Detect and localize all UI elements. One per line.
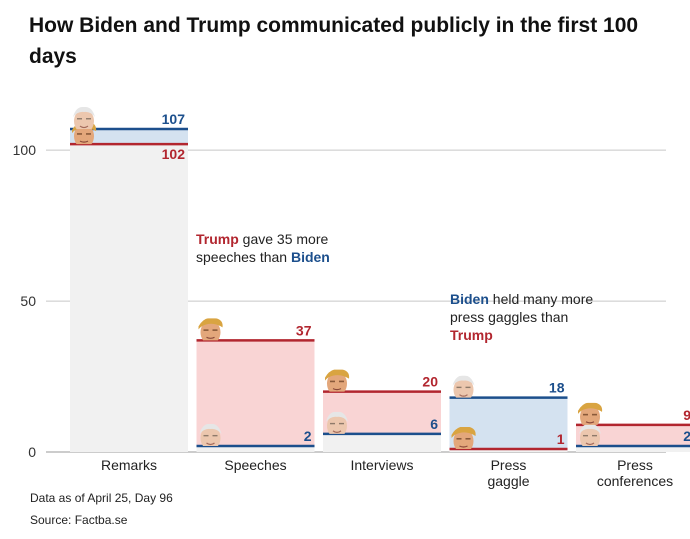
category-label: gaggle <box>487 473 529 489</box>
category-label: Interviews <box>350 457 413 473</box>
category-label: Press <box>491 457 527 473</box>
biden-value-label: 2 <box>683 428 690 444</box>
trump-value-label: 37 <box>296 322 312 338</box>
biden-value-label: 107 <box>162 111 186 127</box>
y-tick-label: 100 <box>13 142 37 158</box>
annotation-text: gave 35 more speeches than <box>196 231 329 265</box>
biden-value-label: 18 <box>549 380 565 396</box>
category-label: Remarks <box>101 457 157 473</box>
biden-face-icon <box>579 423 601 446</box>
annotation-text: held many more press gaggles than <box>450 291 594 325</box>
trump-value-label: 9 <box>683 407 690 423</box>
trump-value-label: 102 <box>162 146 186 162</box>
chart-title: How Biden and Trump communicated publicl… <box>29 14 639 68</box>
y-tick-label: 0 <box>28 444 36 460</box>
source-note: Source: Factba.se <box>30 513 128 527</box>
category-label: Press <box>617 457 653 473</box>
annotation-trump-name: Trump <box>450 327 493 343</box>
trump-face-icon <box>578 402 603 425</box>
annotation-trump-name: Trump <box>196 231 239 247</box>
trump-face-icon <box>451 426 476 449</box>
shared-area <box>576 445 690 452</box>
annotation-biden-name: Biden <box>450 291 489 307</box>
biden-face-icon <box>73 107 95 130</box>
difference-bar <box>70 129 188 145</box>
comparison-bar-chart: 0 50 100 107 102 Remarks 2 37 Speeches 6 20 Interv… <box>13 107 690 489</box>
biden-face-icon <box>326 411 348 434</box>
category-label: conferences <box>597 473 673 489</box>
trump-face-icon <box>198 318 223 341</box>
gaggle-annotation: Biden held many more press gaggles than … <box>450 290 600 344</box>
biden-face-icon <box>452 375 475 398</box>
trump-value-label: 1 <box>557 431 565 447</box>
speeches-annotation: Trump gave 35 more speeches than Biden <box>196 230 336 266</box>
trump-face-icon <box>325 369 350 392</box>
shared-area <box>323 433 441 452</box>
shared-area <box>449 448 568 452</box>
annotation-biden-name: Biden <box>290 249 330 265</box>
shared-area <box>70 144 188 453</box>
difference-bar <box>576 424 690 446</box>
biden-face-icon <box>199 423 222 446</box>
biden-value-label: 6 <box>430 416 438 432</box>
category-label: Speeches <box>224 457 286 473</box>
trump-value-label: 20 <box>422 374 438 390</box>
biden-value-label: 2 <box>304 428 312 444</box>
footnote: Data as of April 25, Day 96 <box>30 491 173 505</box>
y-tick-label: 50 <box>20 293 36 309</box>
shared-area <box>196 445 315 452</box>
